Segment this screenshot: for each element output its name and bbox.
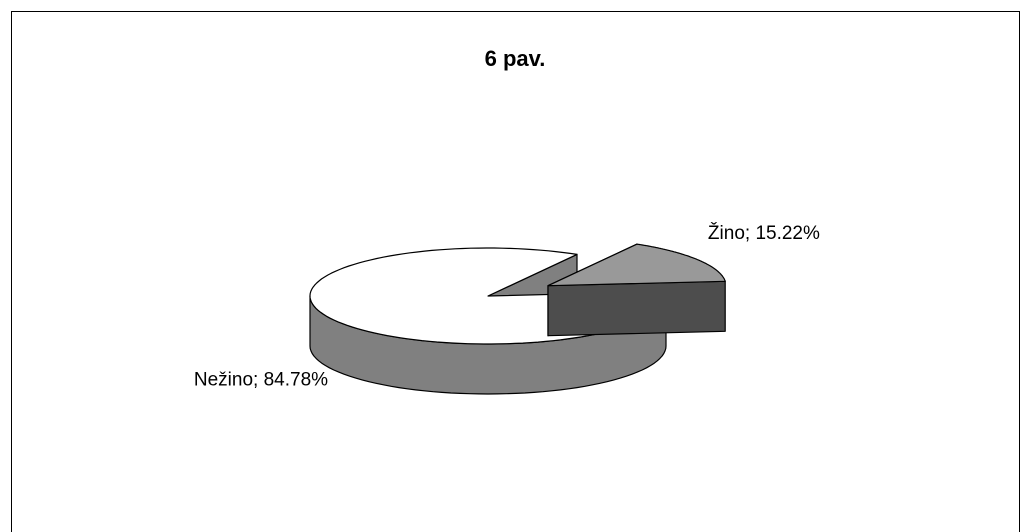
label-category: Žino [708, 222, 745, 244]
label-value: 15.22% [755, 223, 820, 244]
slice-edge-face [547, 280, 726, 337]
data-label: Nežino; 84.78% [194, 370, 328, 391]
slice-top [547, 243, 726, 287]
label-separator: ; [253, 370, 264, 391]
label-category: Nežino [194, 370, 253, 391]
data-label: Žino; 15.22% [708, 222, 820, 244]
label-value: 84.78% [264, 370, 329, 391]
slice [547, 243, 726, 337]
chart-title: 6 pav. [485, 46, 546, 71]
label-separator: ; [745, 223, 756, 244]
